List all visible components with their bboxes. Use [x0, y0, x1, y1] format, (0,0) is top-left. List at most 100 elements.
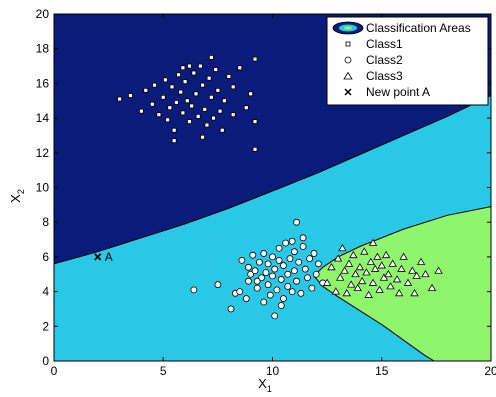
x-axis-label: X1 [258, 376, 272, 394]
class3-point [392, 275, 402, 283]
legend-label-classification-areas: Classification Areas [366, 21, 471, 35]
class3-point [355, 263, 365, 271]
class3-point [327, 263, 336, 271]
legend-item-new-point-a: New point A [344, 85, 430, 99]
class1-point [243, 105, 249, 111]
x-marker-icon [344, 88, 352, 96]
class1-point [226, 74, 232, 79]
y-tick-label: 6 [42, 250, 49, 264]
class2-point [269, 253, 276, 261]
class2-point [271, 265, 279, 273]
class1-point [204, 122, 210, 128]
class1-point [217, 108, 223, 114]
class3-point [421, 269, 430, 278]
class1-point [152, 82, 157, 88]
class3-point [388, 259, 397, 267]
class1-point [230, 84, 236, 90]
class3-point [351, 269, 360, 278]
classification-areas-swatch-core [344, 26, 352, 30]
square-marker-icon [345, 41, 351, 47]
class3-point [395, 289, 404, 297]
y-tick-label: 8 [42, 215, 49, 229]
class1-point [187, 119, 192, 124]
class1-point [230, 112, 236, 118]
class3-point [344, 259, 354, 267]
class1-point [180, 110, 186, 116]
class2-point [251, 267, 259, 275]
legend-item-class3: Class3 [343, 69, 403, 83]
class1-point [143, 87, 149, 93]
class2-point [312, 270, 320, 278]
class3-point [342, 289, 351, 297]
y-tick-label: 4 [42, 285, 49, 299]
class2-point [306, 255, 314, 263]
class2-point [260, 298, 268, 306]
class2-point [264, 281, 272, 289]
class2-point [288, 288, 296, 296]
class1-point [138, 108, 144, 114]
y-axis-label: X2 [8, 189, 26, 203]
class1-point [215, 87, 221, 93]
class1-point [176, 72, 181, 78]
class1-point [163, 77, 168, 83]
class2-point [288, 237, 296, 245]
class1-point [197, 63, 203, 69]
class1-point [237, 65, 243, 71]
class3-point [366, 257, 376, 266]
class2-point [280, 262, 287, 269]
class3-point [397, 264, 406, 272]
class3-point [377, 261, 386, 269]
class2-point [275, 256, 283, 264]
new-point-a-marker [94, 253, 102, 261]
class3-point [403, 278, 413, 286]
class2-point [245, 263, 252, 271]
class2-point [297, 289, 305, 297]
class1-point [252, 119, 258, 124]
class1-point [169, 84, 175, 90]
x-tick-label: 10 [266, 364, 280, 378]
class2-point [249, 251, 257, 259]
legend-label-class1: Class1 [366, 37, 403, 51]
decision-boundary-2-3 [313, 206, 491, 361]
class3-point [373, 252, 382, 260]
class1-point [252, 56, 258, 62]
class2-point [284, 270, 292, 278]
y-tick-label: 10 [36, 181, 50, 195]
class3-point [368, 238, 378, 246]
class2-point [299, 243, 307, 250]
class2-point [269, 272, 276, 280]
y-tick-label: 12 [36, 146, 50, 160]
x-tick-label: 0 [51, 364, 58, 378]
class2-point [253, 284, 261, 292]
axis-ticks: 0 5 10 15 20 0 2 4 6 8 10 12 14 16 18 20 [36, 7, 496, 378]
y-axis-label-subscript: 2 [16, 189, 26, 194]
class2-point [264, 260, 272, 268]
legend-item-class2: Class2 [344, 53, 403, 67]
class3-point [375, 285, 384, 293]
data-points [94, 54, 443, 320]
circle-marker-icon [344, 56, 352, 64]
legend-label-new-point-a: New point A [366, 85, 430, 99]
x-tick-label: 20 [484, 364, 496, 378]
class1-point [165, 117, 171, 123]
class1-point [184, 98, 190, 104]
class2-point [314, 260, 322, 268]
y-tick-label: 0 [42, 354, 49, 368]
class2-point [286, 255, 294, 263]
class3-point [360, 247, 369, 255]
class2-point [277, 302, 285, 309]
class1-point [208, 94, 214, 100]
class3-point [412, 271, 421, 279]
y-tick-label: 20 [36, 7, 50, 21]
class1-point [182, 79, 188, 85]
y-axis-label-main: X [8, 194, 23, 203]
y-tick-label: 14 [36, 111, 50, 125]
class3-point [338, 243, 347, 252]
class3-point [434, 266, 443, 274]
class2-point [245, 277, 252, 285]
class3-point [362, 268, 371, 276]
class2-point [266, 291, 274, 299]
legend-item-class1: Class1 [345, 37, 403, 51]
x-axis-label-subscript: 1 [267, 384, 272, 394]
class3-point [410, 289, 419, 297]
